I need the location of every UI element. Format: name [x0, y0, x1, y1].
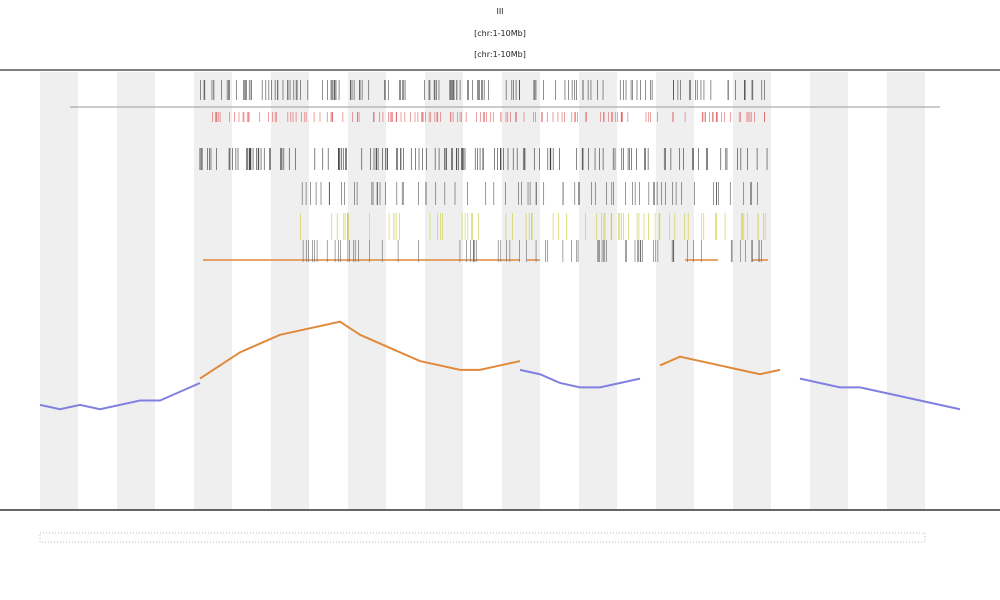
band — [656, 72, 694, 510]
subtitle: [chr:1-10Mb] — [474, 50, 526, 59]
chart-title: III — [496, 7, 503, 16]
signal-line — [659, 355, 781, 376]
x-labels — [39, 532, 926, 543]
band — [40, 72, 78, 510]
band — [579, 72, 617, 510]
band — [425, 72, 463, 510]
signal-line — [199, 320, 521, 380]
signal-line — [39, 382, 201, 411]
band — [194, 72, 232, 510]
band — [117, 72, 155, 510]
signal-line — [519, 368, 641, 389]
subtitle: [chr:1-10Mb] — [474, 29, 526, 38]
band — [502, 72, 540, 510]
band — [887, 72, 925, 510]
signal-line — [799, 377, 961, 411]
band — [271, 72, 309, 510]
band — [348, 72, 386, 510]
band — [810, 72, 848, 510]
band — [733, 72, 771, 510]
